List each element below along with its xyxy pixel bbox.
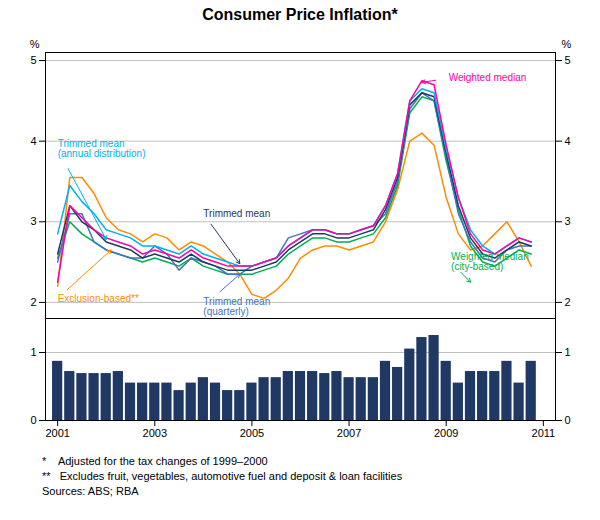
svg-text:%: % [30,38,40,50]
svg-text:2: 2 [565,296,571,308]
svg-text:3: 3 [30,215,36,227]
svg-text:2001: 2001 [45,427,69,439]
svg-text:1: 1 [565,346,571,358]
svg-text:2: 2 [30,296,36,308]
svg-text:5: 5 [565,54,571,66]
svg-text:0: 0 [565,414,571,426]
svg-text:Trimmed mean: Trimmed mean [203,208,270,219]
svg-text:%: % [562,38,572,50]
svg-text:2007: 2007 [337,427,361,439]
svg-text:2003: 2003 [143,427,167,439]
svg-text:2011: 2011 [532,427,556,439]
html-text:** Excludes fruit, vegetables,: ** Excludes fruit, vegetables, automotiv… [42,470,403,482]
svg-text:5: 5 [30,54,36,66]
svg-text:4: 4 [565,135,571,147]
svg-text:Trimmed mean(quarterly): Trimmed mean(quarterly) [203,296,270,317]
svg-text:2005: 2005 [240,427,264,439]
svg-text:Exclusion-based**: Exclusion-based** [58,293,139,304]
svg-text:0: 0 [30,414,36,426]
html-text:Sources: ABS; RBA: Sources: ABS; RBA [42,485,139,497]
svg-text:1: 1 [30,346,36,358]
svg-text:4: 4 [30,135,36,147]
svg-text:Weighted median: Weighted median [449,72,527,83]
svg-text:Trimmed mean(annual distributi: Trimmed mean(annual distribution) [58,138,146,159]
svg-text:3: 3 [565,215,571,227]
html-text:Consumer Price Inflation*: Consumer Price Inflation* [202,6,398,23]
svg-text:Weighted median(city-based): Weighted median(city-based) [451,251,529,272]
html-text:* Adjusted for the tax changes: * Adjusted for the tax changes of 1999–2… [42,455,268,467]
svg-text:2009: 2009 [434,427,458,439]
